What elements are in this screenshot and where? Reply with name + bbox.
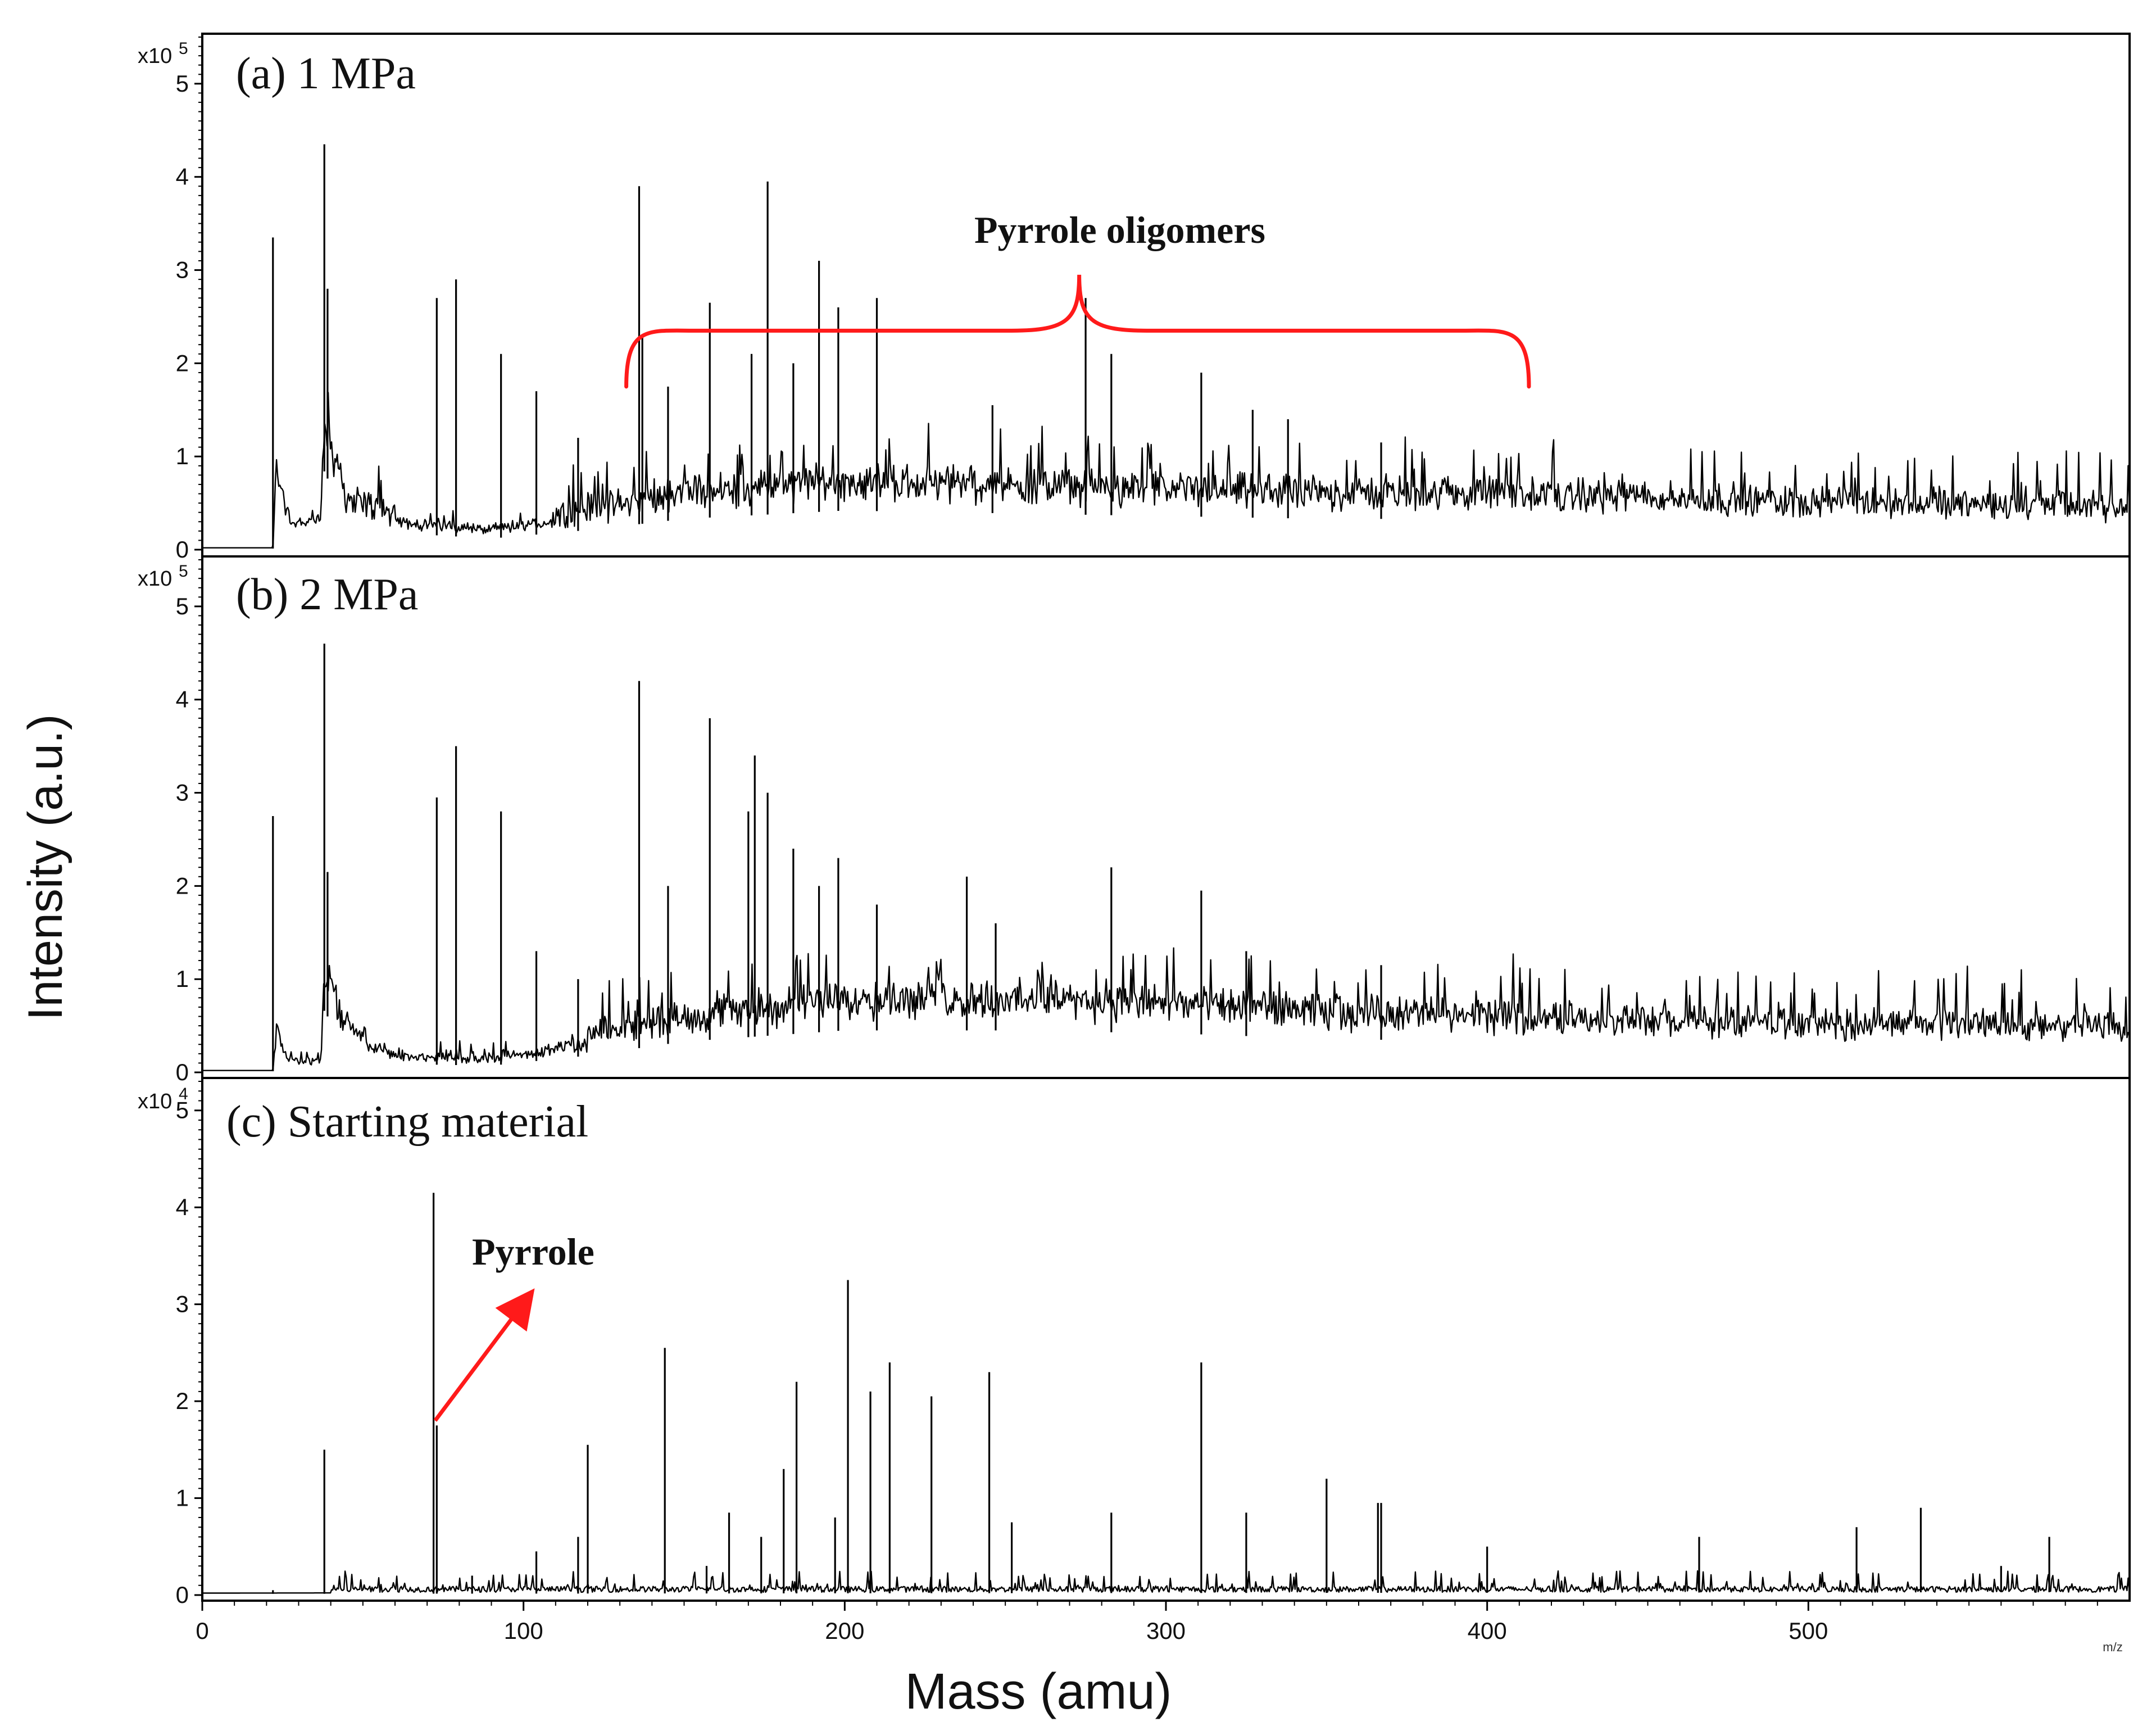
x-tick-label: 0	[196, 1618, 208, 1644]
annotation-bracket	[624, 274, 1531, 389]
panel-a-ytick-label: 2	[176, 350, 189, 376]
panel-a-ytick-label: 1	[176, 443, 189, 469]
annotation-pyrrole-oligomers: Pyrrole oligomers	[974, 209, 1265, 251]
panel-c-frame	[201, 1077, 2131, 1602]
panel-b-2mpa: (b) 2 MPa x10 5 0 1 2 3 4 5	[138, 555, 2131, 1085]
panel-c-ytick-label: 0	[176, 1582, 189, 1608]
panel-b-scale-exp: 5	[179, 562, 188, 581]
x-axis: 0 100 200 300 400 500	[196, 1601, 2098, 1644]
panel-a-ytick-label: 4	[176, 164, 189, 190]
x-unit-tag: m/z	[2103, 1640, 2122, 1654]
x-tick-label: 200	[825, 1618, 864, 1644]
y-axis-label: Intensity (a.u.)	[19, 714, 72, 1021]
panel-a-ytick-label: 3	[176, 257, 189, 283]
panel-c-scale-exp: 4	[179, 1085, 188, 1103]
panel-c-ytick-label: 1	[176, 1485, 189, 1511]
panel-c-scale-label: x10	[138, 1090, 172, 1113]
panel-a-ytick-label: 5	[176, 70, 189, 97]
x-tick-label: 300	[1146, 1618, 1186, 1644]
panel-b-title: (b) 2 MPa	[236, 570, 418, 619]
panel-a-ytick-label: 0	[176, 536, 189, 563]
panel-c-spectrum-trace	[202, 1570, 2130, 1594]
panel-a-title: (a) 1 MPa	[236, 49, 416, 98]
panel-a-frame	[201, 33, 2131, 558]
panel-b-ytick-label: 2	[176, 872, 189, 899]
panel-c-ytick-label: 5	[176, 1097, 189, 1124]
panel-c-ytick-label: 4	[176, 1194, 189, 1220]
annotation-pyrrole: Pyrrole	[472, 1230, 594, 1273]
panel-b-ytick-label: 5	[176, 593, 189, 619]
panel-c-ytick-label: 2	[176, 1388, 189, 1414]
x-tick-label: 100	[504, 1618, 543, 1644]
panel-a-scale-exp: 5	[179, 39, 188, 58]
x-axis-label: Mass (amu)	[905, 1664, 1172, 1720]
panel-b-ytick-label: 1	[176, 966, 189, 992]
panel-b-ytick-label: 4	[176, 686, 189, 713]
panel-c-title: (c) Starting material	[226, 1097, 588, 1147]
panel-b-spectrum-trace	[202, 947, 2130, 1071]
panel-c-starting-material: (c) Starting material x10 4 Pyrrole 0 1 2 3…	[138, 1077, 2131, 1608]
panel-b-ytick-label: 3	[176, 780, 189, 806]
panel-b-scale-label: x10	[138, 567, 172, 591]
x-tick-label: 400	[1468, 1618, 1507, 1644]
annotation-arrow	[433, 1288, 535, 1422]
panel-a-scale-label: x10	[138, 44, 172, 68]
x-tick-label: 500	[1789, 1618, 1828, 1644]
panel-b-ytick-label: 0	[176, 1059, 189, 1085]
panel-c-ytick-label: 3	[176, 1291, 189, 1317]
panel-a-1mpa: (a) 1 MPa x10 5 Pyrrole oligomers 0 1 2 3 4 5	[138, 33, 2131, 563]
panel-a-spectrum-trace	[202, 392, 2130, 549]
